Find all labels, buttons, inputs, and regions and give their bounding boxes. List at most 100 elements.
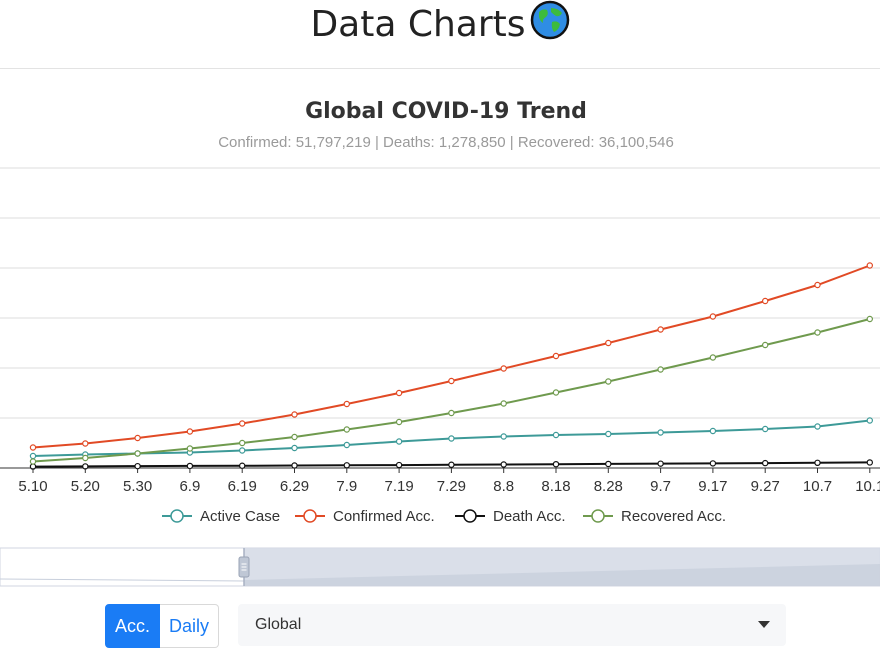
x-tick-label: 9.27: [751, 478, 780, 495]
data-point-death-acc[interactable]: [500, 461, 507, 468]
data-point-active-case[interactable]: [709, 427, 717, 435]
legend[interactable]: Active Case Confirmed Acc. Death Acc. Recov…: [162, 508, 726, 525]
data-point-death-acc[interactable]: [448, 461, 455, 468]
legend-item-death-acc[interactable]: Death Acc.: [455, 508, 566, 525]
x-tick-label: 10.1: [855, 478, 880, 495]
zoom-handle[interactable]: [238, 548, 250, 586]
data-point-confirmed-acc[interactable]: [29, 444, 37, 451]
legend-label: Recovered Acc.: [621, 508, 726, 525]
page-title: Data Charts: [310, 4, 526, 45]
x-tick-label: 6.19: [228, 478, 257, 495]
region-select-value: Global: [255, 616, 302, 633]
data-point-recovered-acc[interactable]: [866, 315, 874, 323]
data-point-death-acc[interactable]: [605, 460, 612, 468]
data-point-active-case[interactable]: [605, 430, 612, 438]
x-tick-label: 5.30: [123, 478, 152, 495]
x-tick-label: 7.29: [437, 478, 466, 495]
data-point-confirmed-acc[interactable]: [605, 339, 612, 347]
x-tick-label: 8.18: [541, 478, 570, 495]
data-point-confirmed-acc[interactable]: [709, 313, 717, 320]
data-point-active-case[interactable]: [814, 423, 821, 430]
data-point-confirmed-acc[interactable]: [552, 352, 560, 360]
x-tick-label: 5.10: [18, 478, 47, 495]
acc-button[interactable]: Acc.: [105, 604, 161, 648]
data-point-confirmed-acc[interactable]: [134, 434, 141, 442]
chevron-down-icon: [758, 621, 770, 628]
data-point-active-case[interactable]: [762, 425, 769, 433]
covid-trend-chart: Global COVID-19 Trend Confirmed: 51,797,…: [0, 99, 880, 587]
data-point-confirmed-acc[interactable]: [238, 420, 246, 427]
zoom-preview-area: [244, 564, 880, 586]
legend-marker-icon: [170, 509, 184, 523]
data-point-death-acc[interactable]: [186, 462, 194, 470]
data-point-death-acc[interactable]: [762, 459, 769, 467]
data-point-confirmed-acc[interactable]: [500, 365, 507, 372]
data-point-active-case[interactable]: [866, 417, 874, 424]
data-point-recovered-acc[interactable]: [29, 458, 37, 465]
legend-marker-icon: [591, 509, 605, 523]
data-point-active-case[interactable]: [343, 441, 350, 449]
data-zoom-slider[interactable]: [0, 547, 880, 587]
legend-item-active-case[interactable]: Active Case: [162, 508, 280, 525]
data-point-death-acc[interactable]: [552, 461, 560, 468]
data-point-recovered-acc[interactable]: [605, 378, 612, 385]
data-point-confirmed-acc[interactable]: [866, 262, 874, 269]
data-point-death-acc[interactable]: [343, 462, 350, 469]
legend-item-confirmed-acc[interactable]: Confirmed Acc.: [295, 508, 435, 525]
mode-toggle: Acc. Daily: [105, 604, 220, 648]
data-point-recovered-acc[interactable]: [762, 341, 769, 349]
data-point-confirmed-acc[interactable]: [448, 377, 455, 385]
region-select[interactable]: Global: [238, 604, 786, 646]
x-tick-label: 8.28: [594, 478, 623, 495]
legend-marker-icon: [303, 509, 317, 523]
data-point-death-acc[interactable]: [291, 462, 298, 469]
x-tick-label: 9.17: [698, 478, 727, 495]
grid-lines: [0, 167, 880, 469]
data-point-active-case[interactable]: [552, 431, 560, 439]
data-point-recovered-acc[interactable]: [552, 389, 560, 396]
data-point-active-case[interactable]: [500, 433, 507, 440]
daily-button[interactable]: Daily: [160, 604, 220, 648]
data-point-confirmed-acc[interactable]: [291, 411, 298, 418]
data-point-death-acc[interactable]: [814, 459, 821, 466]
data-point-active-case[interactable]: [448, 435, 455, 442]
data-point-recovered-acc[interactable]: [186, 445, 194, 452]
series-points: [29, 262, 874, 470]
data-point-death-acc[interactable]: [134, 462, 141, 470]
data-point-confirmed-acc[interactable]: [657, 326, 664, 333]
data-point-recovered-acc[interactable]: [238, 439, 246, 447]
x-tick-label: 5.20: [71, 478, 100, 495]
data-point-active-case[interactable]: [657, 429, 664, 436]
data-point-recovered-acc[interactable]: [82, 454, 89, 462]
data-point-recovered-acc[interactable]: [448, 409, 455, 417]
data-point-death-acc[interactable]: [709, 460, 717, 467]
data-point-confirmed-acc[interactable]: [82, 440, 89, 447]
legend-item-recovered-acc[interactable]: Recovered Acc.: [583, 508, 726, 525]
data-point-confirmed-acc[interactable]: [343, 400, 350, 408]
data-point-death-acc[interactable]: [866, 459, 874, 466]
data-point-recovered-acc[interactable]: [134, 450, 141, 457]
data-point-recovered-acc[interactable]: [814, 329, 821, 336]
x-tick-label: 7.19: [384, 478, 413, 495]
data-point-active-case[interactable]: [291, 444, 298, 452]
data-point-recovered-acc[interactable]: [500, 400, 507, 407]
data-point-confirmed-acc[interactable]: [186, 428, 194, 435]
chart-controls: Acc. Daily Global: [0, 604, 880, 650]
data-point-recovered-acc[interactable]: [657, 366, 664, 373]
page-heading: Data Charts: [0, 0, 880, 44]
data-point-active-case[interactable]: [29, 452, 37, 460]
data-point-recovered-acc[interactable]: [395, 418, 403, 426]
data-point-death-acc[interactable]: [657, 460, 664, 467]
data-point-death-acc[interactable]: [238, 462, 246, 469]
data-point-confirmed-acc[interactable]: [762, 297, 769, 305]
data-point-recovered-acc[interactable]: [291, 433, 298, 441]
data-point-active-case[interactable]: [238, 447, 246, 454]
x-tick-label: 10.7: [803, 478, 832, 495]
data-point-confirmed-acc[interactable]: [814, 281, 821, 289]
data-point-active-case[interactable]: [395, 438, 403, 445]
data-point-recovered-acc[interactable]: [709, 354, 717, 361]
x-tick-label: 7.9: [336, 478, 357, 495]
data-point-death-acc[interactable]: [395, 461, 403, 469]
data-point-recovered-acc[interactable]: [343, 426, 350, 433]
data-point-confirmed-acc[interactable]: [395, 389, 403, 397]
